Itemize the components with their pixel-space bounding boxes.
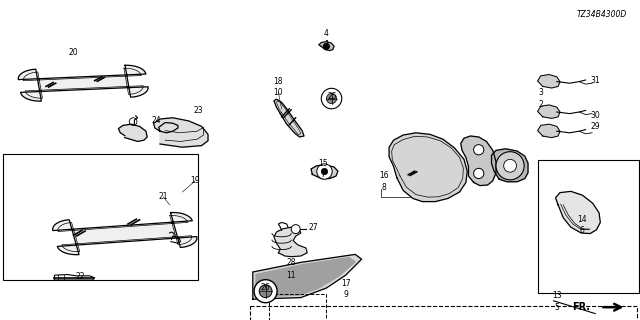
Polygon shape: [253, 254, 362, 299]
Text: 13: 13: [552, 292, 562, 300]
Text: 15: 15: [318, 159, 328, 168]
Circle shape: [326, 93, 337, 104]
Circle shape: [504, 159, 516, 172]
Text: 8: 8: [381, 183, 387, 192]
Text: 19: 19: [190, 176, 200, 185]
Text: 25: 25: [328, 92, 338, 100]
Polygon shape: [461, 136, 496, 186]
Bar: [269, 294, 326, 320]
Polygon shape: [538, 124, 560, 138]
Text: 26: 26: [260, 284, 271, 292]
Circle shape: [323, 43, 330, 50]
Polygon shape: [274, 99, 304, 137]
Text: 9: 9: [343, 290, 348, 299]
Text: 27: 27: [308, 223, 319, 232]
Bar: [250, 306, 637, 320]
Polygon shape: [118, 124, 147, 141]
Polygon shape: [52, 212, 197, 255]
Circle shape: [321, 168, 328, 175]
Circle shape: [317, 164, 332, 179]
Text: FR.: FR.: [572, 302, 591, 312]
Circle shape: [474, 145, 484, 155]
Text: 31: 31: [590, 76, 600, 84]
Text: 21: 21: [159, 192, 168, 201]
Circle shape: [259, 285, 272, 298]
Polygon shape: [154, 118, 208, 147]
Text: 17: 17: [340, 279, 351, 288]
Text: 22: 22: [76, 272, 84, 281]
Text: 1: 1: [324, 40, 329, 49]
Circle shape: [321, 88, 342, 109]
Text: 18: 18: [274, 77, 283, 86]
Polygon shape: [556, 191, 600, 234]
Polygon shape: [492, 149, 528, 182]
Text: 23: 23: [193, 106, 204, 115]
Text: 11: 11: [287, 271, 296, 280]
Circle shape: [496, 152, 524, 180]
Bar: [538, 160, 639, 293]
Text: 24: 24: [152, 116, 162, 124]
Polygon shape: [19, 65, 148, 101]
Circle shape: [474, 168, 484, 179]
Bar: [3, 154, 198, 280]
Text: 30: 30: [590, 111, 600, 120]
Circle shape: [291, 225, 300, 234]
Text: 5: 5: [554, 303, 559, 312]
Text: 4: 4: [324, 29, 329, 38]
Polygon shape: [389, 133, 467, 202]
Polygon shape: [274, 227, 307, 257]
Polygon shape: [538, 75, 560, 88]
Text: 16: 16: [379, 171, 389, 180]
Text: 6: 6: [580, 226, 585, 235]
Text: 14: 14: [577, 215, 588, 224]
Text: 20: 20: [68, 48, 79, 57]
Text: TZ34B4300D: TZ34B4300D: [577, 10, 627, 19]
Text: 2: 2: [538, 100, 543, 108]
Text: 3: 3: [538, 88, 543, 97]
Text: 29: 29: [590, 122, 600, 131]
Polygon shape: [256, 258, 355, 297]
Text: 28: 28: [287, 258, 296, 267]
Polygon shape: [319, 42, 334, 51]
Polygon shape: [538, 105, 560, 118]
Circle shape: [254, 280, 277, 303]
Text: 7: 7: [321, 170, 326, 179]
Polygon shape: [311, 165, 338, 179]
Text: 10: 10: [273, 88, 284, 97]
